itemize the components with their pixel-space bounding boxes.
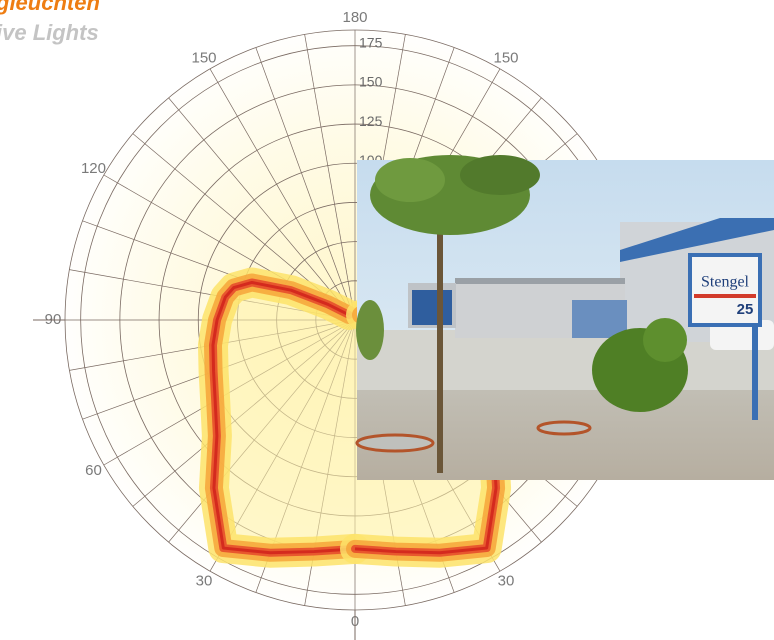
angle-tick-label: 120 <box>81 160 106 177</box>
r-tick-label: 125 <box>359 113 383 129</box>
angle-tick-label: 150 <box>493 49 518 66</box>
r-tick-label: 175 <box>359 34 383 50</box>
chart: gleuchten ive Lights 2550751001251501750… <box>0 0 774 640</box>
sign-number: 25 <box>737 301 754 318</box>
r-tick-label: 150 <box>359 74 383 90</box>
photo: Stengel 25 <box>356 155 774 480</box>
subtitle: ive Lights <box>0 20 99 45</box>
angle-tick-label: 30 <box>196 573 213 590</box>
title: gleuchten <box>0 0 100 15</box>
sign-name: Stengel <box>701 274 750 291</box>
angle-tick-label: 30 <box>498 573 515 590</box>
angle-tick-label: 90 <box>45 311 62 328</box>
angle-tick-label: 60 <box>85 462 102 479</box>
page: gleuchten ive Lights 2550751001251501750… <box>0 0 774 640</box>
angle-tick-label: 150 <box>191 49 216 66</box>
angle-tick-label: 180 <box>342 9 367 26</box>
